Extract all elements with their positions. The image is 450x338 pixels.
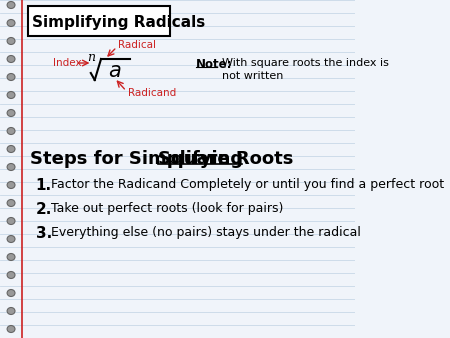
Ellipse shape	[7, 1, 15, 8]
Ellipse shape	[7, 20, 15, 26]
Ellipse shape	[7, 236, 15, 242]
Text: $a$: $a$	[108, 62, 122, 81]
Text: 1.: 1.	[36, 178, 52, 193]
Text: Factor the Radicand Completely or until you find a perfect root: Factor the Radicand Completely or until …	[51, 178, 445, 191]
Text: Radicand: Radicand	[128, 88, 176, 98]
Ellipse shape	[7, 38, 15, 45]
Ellipse shape	[7, 217, 15, 224]
Text: Index: Index	[53, 58, 81, 68]
Text: 2.: 2.	[36, 202, 52, 217]
FancyBboxPatch shape	[28, 6, 170, 36]
Ellipse shape	[7, 308, 15, 314]
Text: n: n	[87, 51, 95, 64]
Ellipse shape	[7, 92, 15, 98]
Text: Square Roots: Square Roots	[158, 150, 293, 168]
Ellipse shape	[7, 110, 15, 117]
Text: With square roots the index is: With square roots the index is	[222, 58, 389, 68]
Text: 3.: 3.	[36, 226, 52, 241]
Text: Take out perfect roots (look for pairs): Take out perfect roots (look for pairs)	[51, 202, 284, 215]
Text: Everything else (no pairs) stays under the radical: Everything else (no pairs) stays under t…	[51, 226, 361, 239]
Ellipse shape	[7, 290, 15, 296]
Ellipse shape	[7, 325, 15, 333]
Text: Steps for Simplifying: Steps for Simplifying	[30, 150, 249, 168]
Text: Note:: Note:	[196, 58, 232, 71]
Text: Simplifying Radicals: Simplifying Radicals	[32, 16, 205, 30]
Ellipse shape	[7, 199, 15, 207]
Ellipse shape	[7, 145, 15, 152]
Ellipse shape	[7, 164, 15, 170]
Ellipse shape	[7, 182, 15, 189]
Text: not written: not written	[222, 71, 283, 81]
Ellipse shape	[7, 127, 15, 135]
Ellipse shape	[7, 55, 15, 63]
Ellipse shape	[7, 254, 15, 261]
Text: Radical: Radical	[118, 40, 157, 50]
Ellipse shape	[7, 73, 15, 80]
Ellipse shape	[7, 271, 15, 279]
